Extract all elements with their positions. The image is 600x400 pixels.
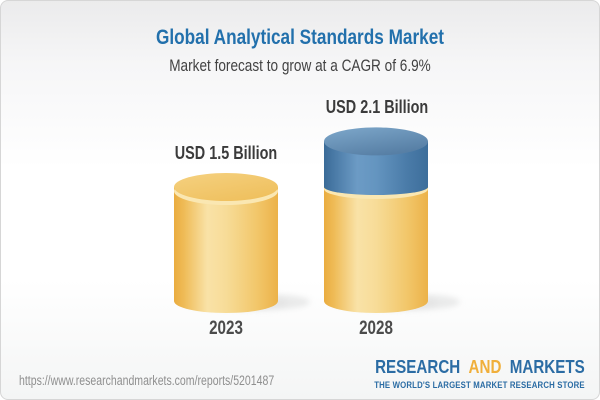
value-label-2028: USD 2.1 Billion (325, 97, 429, 117)
logo-wordmark: RESEARCH AND MARKETS (374, 356, 585, 378)
logo-word-research: RESEARCH (375, 356, 461, 377)
bars-layer (174, 127, 460, 313)
cylinder-segment-gold (324, 187, 428, 313)
cylinder-top-gold (174, 173, 278, 201)
header: Global Analytical Standards Market Marke… (1, 1, 599, 76)
value-label-2023: USD 1.5 Billion (174, 143, 278, 163)
logo-word-markets: MARKETS (509, 356, 585, 377)
chart-subtitle: Market forecast to grow at a CAGR of 6.9… (169, 56, 431, 75)
logo-word-and: AND (468, 356, 502, 377)
research-and-markets-logo: RESEARCH AND MARKETS THE WORLD'S LARGEST… (328, 356, 585, 391)
cylinder-top-blue (324, 127, 428, 156)
category-label-2028: 2028 (359, 318, 393, 339)
chart-title: Global Analytical Standards Market (155, 25, 445, 49)
category-label-2023: 2023 (209, 318, 243, 339)
cylinder-segment-blue (324, 141, 428, 195)
cylinder-segment-gold (174, 187, 278, 313)
report-url: https://www.researchandmarkets.com/repor… (19, 373, 275, 388)
logo-tagline: THE WORLD'S LARGEST MARKET RESEARCH STOR… (374, 380, 585, 391)
